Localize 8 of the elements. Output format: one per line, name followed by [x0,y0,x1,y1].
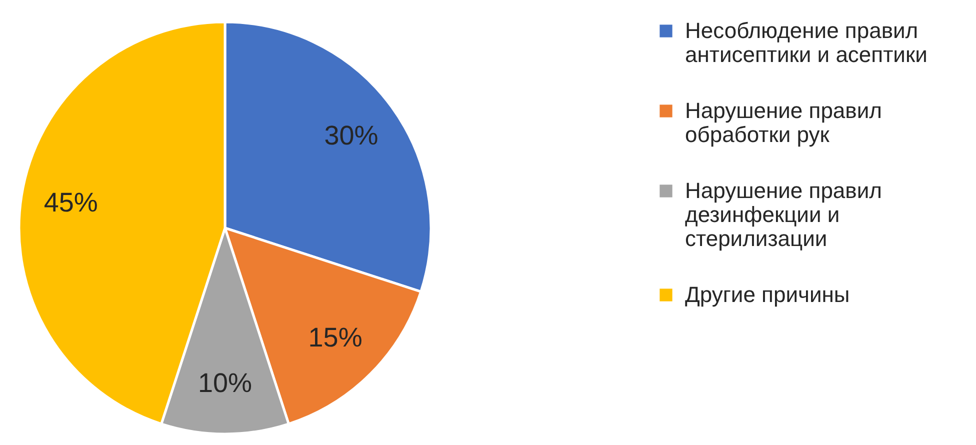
data-label: 10% [198,368,252,398]
data-label: 45% [44,188,98,218]
data-label: 15% [308,322,362,352]
data-label: 30% [324,120,378,150]
legend-label: Нарушение правил обработки рук [685,98,882,147]
legend-label: Нарушение правил дезинфекции и стерилизации [685,178,882,251]
legend-label: Несоблюдение правил антисептики и асептики [685,18,928,67]
legend-label: Другие причины [685,282,850,307]
